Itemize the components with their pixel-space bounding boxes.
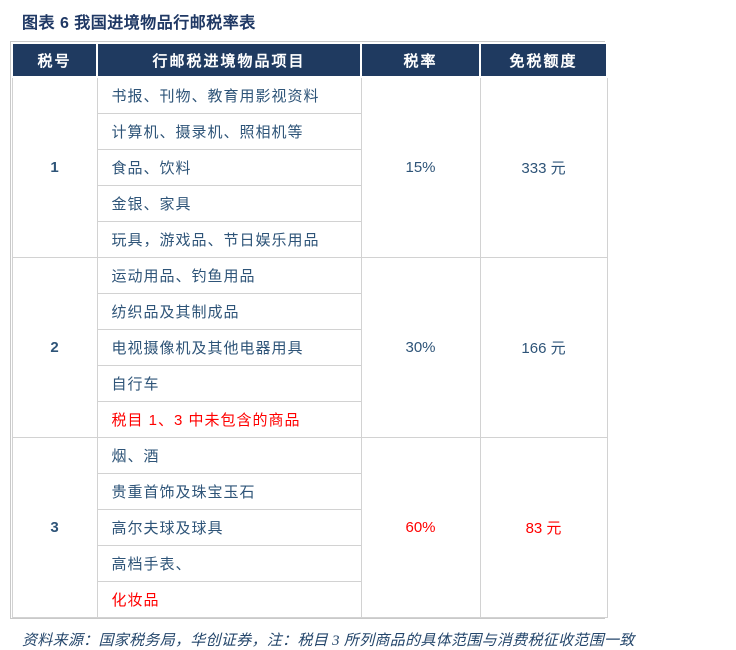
table-row: 高尔夫球及球具 <box>12 509 607 546</box>
rate-cell: 60% <box>360 437 481 618</box>
item-cell: 金银、家具 <box>96 185 362 222</box>
allowance-cell: 333 元 <box>479 76 608 258</box>
rate-cell: 15% <box>360 76 481 258</box>
col-header-items: 行邮税进境物品项目 <box>96 42 362 78</box>
item-cell: 高尔夫球及球具 <box>96 509 362 546</box>
item-cell: 食品、饮料 <box>96 149 362 186</box>
item-cell: 运动用品、钓鱼用品 <box>96 257 362 294</box>
col-header-allowance: 免税额度 <box>479 42 608 78</box>
header-row: 税号 行邮税进境物品项目 税率 免税额度 <box>11 42 608 78</box>
col-header-tax-no: 税号 <box>11 42 98 78</box>
item-cell: 书报、刊物、教育用影视资料 <box>96 76 362 114</box>
table-row: 3 烟、酒 60% 83 元 <box>11 437 608 618</box>
table-row: 高档手表、 <box>12 545 607 582</box>
tax-no-cell: 3 <box>11 437 98 618</box>
report-page: 图表 6 我国进境物品行邮税率表 税号 行邮税进境物品项目 税率 免税额度 <box>10 15 634 649</box>
figure-title: 图表 6 我国进境物品行邮税率表 <box>22 15 256 32</box>
item-cell: 玩具，游戏品、节日娱乐用品 <box>96 221 362 258</box>
allowance-cell: 83 元 <box>479 437 608 618</box>
table-row: 自行车 <box>12 365 607 402</box>
table-row: 1 书报、刊物、教育用影视资料 15% 333 元 <box>11 76 608 258</box>
table-row: 计算机、摄录机、照相机等 <box>12 113 607 150</box>
table-row: 贵重首饰及珠宝玉石 <box>12 473 607 510</box>
tax-rate-table: 税号 行邮税进境物品项目 税率 免税额度 1 书报、刊物、教育用影视资料 15%… <box>11 42 608 618</box>
table-row: 纺织品及其制成品 <box>12 293 607 330</box>
item-cell: 电视摄像机及其他电器用具 <box>96 329 362 366</box>
table-row: 玩具，游戏品、节日娱乐用品 <box>12 221 607 258</box>
item-cell: 纺织品及其制成品 <box>96 293 362 330</box>
allowance-cell: 166 元 <box>479 257 608 438</box>
item-cell: 贵重首饰及珠宝玉石 <box>96 473 362 510</box>
item-cell: 计算机、摄录机、照相机等 <box>96 113 362 150</box>
item-cell: 高档手表、 <box>96 545 362 582</box>
table-row: 税目 1、3 中未包含的商品 <box>12 401 607 438</box>
source-note: 资料来源：国家税务局，华创证券，注：税目 3 所列商品的具体范围与消费税征收范围… <box>22 633 635 649</box>
item-cell: 自行车 <box>96 365 362 402</box>
table-row: 化妆品 <box>12 581 607 618</box>
item-cell: 税目 1、3 中未包含的商品 <box>96 401 362 438</box>
item-cell: 化妆品 <box>96 581 362 618</box>
item-cell: 烟、酒 <box>96 437 362 474</box>
rate-cell: 30% <box>360 257 481 438</box>
table-row: 电视摄像机及其他电器用具 <box>12 329 607 366</box>
col-header-rate: 税率 <box>360 42 481 78</box>
tax-no-cell: 2 <box>11 257 98 438</box>
table-row: 食品、饮料 <box>12 149 607 186</box>
tax-rate-table-wrapper: 税号 行邮税进境物品项目 税率 免税额度 1 书报、刊物、教育用影视资料 15%… <box>10 41 608 619</box>
tax-no-cell: 1 <box>11 76 98 258</box>
table-row: 2 运动用品、钓鱼用品 30% 166 元 <box>11 257 608 438</box>
